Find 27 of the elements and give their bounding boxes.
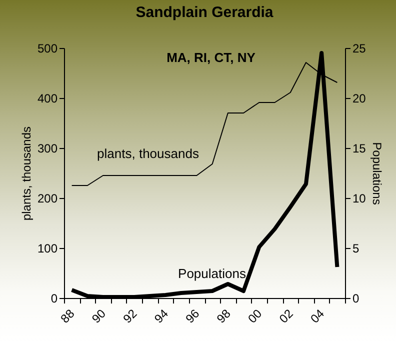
y2-tick-label: 5 xyxy=(352,242,360,256)
x-tick-label: 96 xyxy=(182,306,202,326)
chart-title: Sandplain Gerardia xyxy=(136,4,274,21)
y2-tick-label: 20 xyxy=(352,92,366,106)
x-tick-label: 00 xyxy=(245,306,265,326)
series-label: Populations xyxy=(178,266,246,281)
x-tick-label: 92 xyxy=(120,306,140,326)
x-tick-label: 94 xyxy=(152,306,172,326)
x-tick-label: 88 xyxy=(58,306,78,326)
y-tick-label: 200 xyxy=(37,192,58,206)
y2-tick-label: 15 xyxy=(352,142,366,156)
y-tick-label: 500 xyxy=(37,42,58,56)
y-axis-title: plants, thousands xyxy=(19,126,34,221)
y2-tick-label: 0 xyxy=(352,292,360,306)
y-tick-label: 300 xyxy=(37,142,58,156)
y-tick-label: 100 xyxy=(37,242,58,256)
y2-axis-title: Populations xyxy=(370,142,384,205)
y-tick-label: 400 xyxy=(37,92,58,106)
annotation: MA, RI, CT, NY xyxy=(166,50,256,65)
series-label: plants, thousands xyxy=(97,146,200,161)
x-tick-label: 02 xyxy=(276,306,296,326)
y-tick-label: 0 xyxy=(50,292,58,306)
x-tick-label: 90 xyxy=(89,306,109,326)
x-tick-label: 04 xyxy=(308,306,328,326)
y2-tick-label: 25 xyxy=(352,42,366,56)
x-tick-label: 98 xyxy=(214,306,234,326)
y2-tick-label: 10 xyxy=(352,192,366,206)
